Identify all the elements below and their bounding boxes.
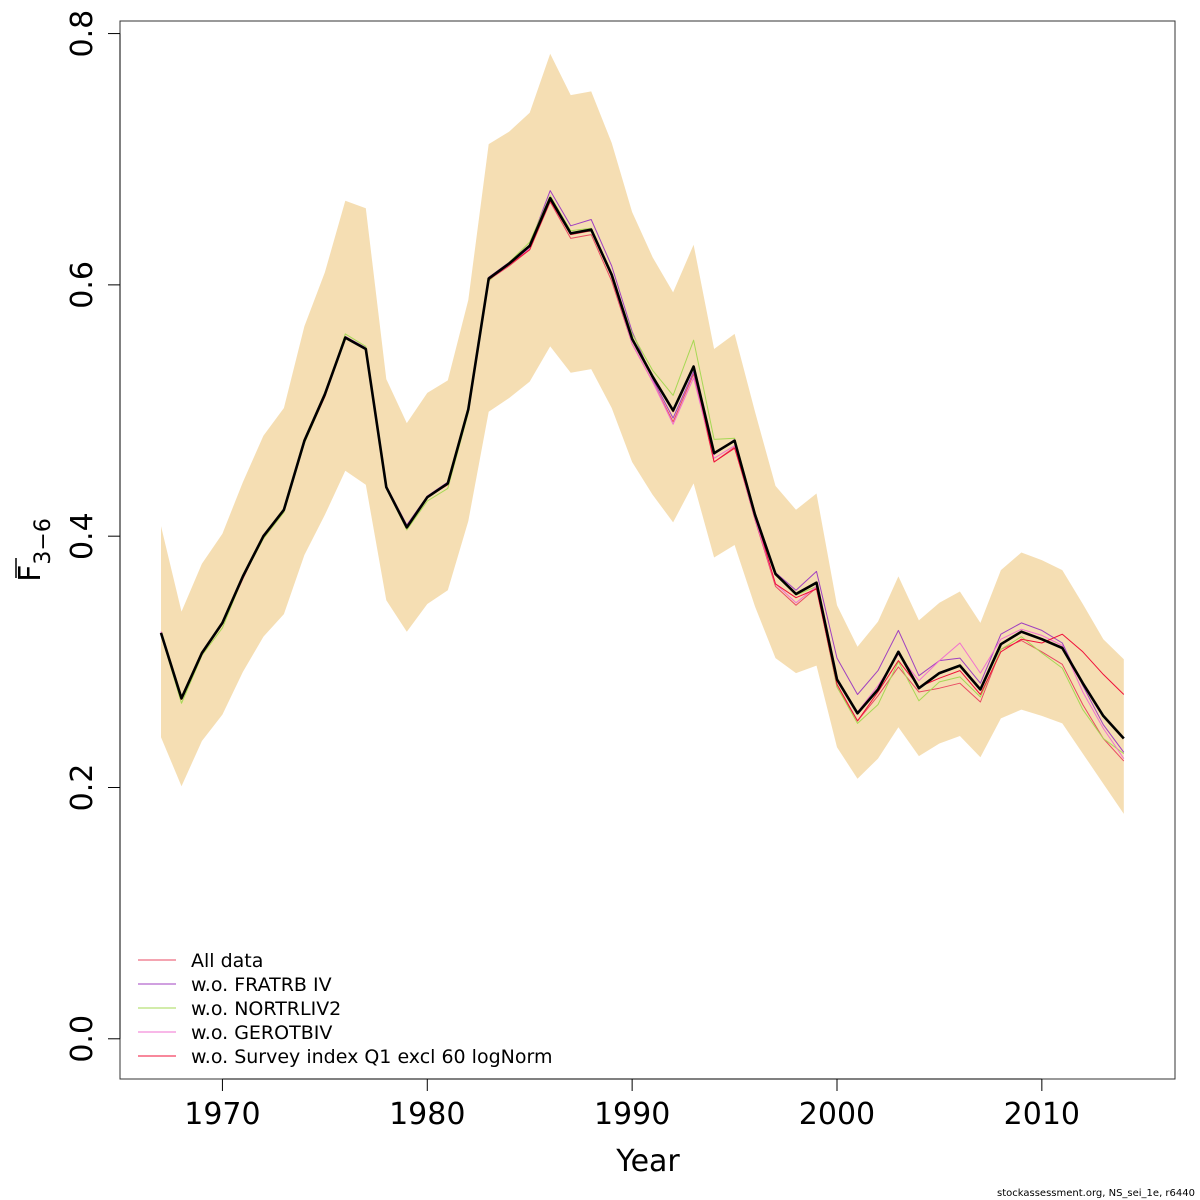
legend-label: w.o. Survey index Q1 excl 60 logNorm [191, 1046, 552, 1068]
svg-text:F3−6: F3−6 [13, 518, 56, 582]
series-layer [159, 190, 1125, 762]
confidence-band [161, 53, 1124, 814]
y-tick-label: 0.6 [65, 261, 100, 309]
y-axis: 0.0 0.2 0.4 0.6 0.8 [65, 10, 121, 1063]
y-axis-title-sub: 3−6 [31, 518, 56, 564]
series-line-main-estimate [159, 196, 1125, 740]
x-tick-label: 1980 [389, 1097, 465, 1132]
y-tick-label: 0.8 [65, 10, 100, 58]
y-tick-label: 0.4 [65, 512, 100, 560]
y-tick-label: 0.2 [65, 764, 100, 812]
x-tick-label: 2010 [1004, 1097, 1080, 1132]
y-axis-title: F3−6 [13, 518, 56, 582]
legend-label: w.o. GEROTBIV [191, 1022, 332, 1044]
legend-label: All data [191, 950, 263, 972]
footer-text: stockassessment.org, NS_sei_1e, r6440 [997, 1188, 1195, 1199]
y-axis-title-main: F [13, 565, 48, 582]
x-tick-label: 1970 [184, 1097, 260, 1132]
x-axis-title: Year [615, 1144, 680, 1179]
x-tick-label: 1990 [594, 1097, 670, 1132]
x-tick-label: 2000 [799, 1097, 875, 1132]
legend-label: w.o. FRATRB IV [191, 974, 332, 996]
y-tick-label: 0.0 [65, 1015, 100, 1063]
x-axis: 1970 1980 1990 2000 2010 [184, 1078, 1080, 1132]
confidence-band-layer [161, 53, 1124, 814]
legend-label: w.o. NORTRLIV2 [191, 998, 341, 1020]
